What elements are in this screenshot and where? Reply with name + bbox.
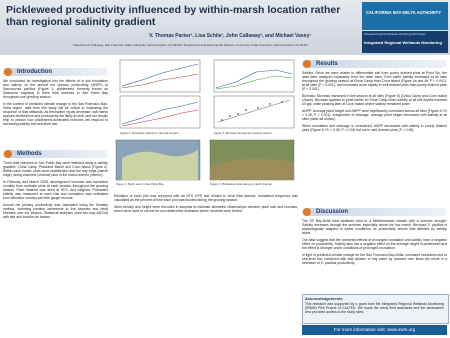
paragraph: In February and March 2005, aboveground … [3, 179, 108, 201]
paragraph: Elevation of each plot was surveyed with… [114, 194, 298, 203]
paragraph: We conducted an investigation into the e… [3, 79, 108, 100]
logo [362, 2, 448, 30]
paragraph: Annual net primary productivity was calc… [3, 202, 108, 220]
paragraph: In light of predicted climate change for… [302, 252, 447, 265]
paragraph: Stem density and height were recorded in… [114, 204, 298, 213]
logo-program: Integrated Regional Wetlands Monitoring [364, 40, 442, 45]
paragraph: The SF Bay-Delta tidal wetlands exist in… [302, 219, 447, 236]
paragraph: When inundation and drainage is consider… [302, 123, 447, 132]
logo-box [362, 31, 448, 53]
graph [213, 95, 295, 129]
section-heading: Methods [3, 150, 108, 158]
authors: V. Thomas Parker¹, Lisa Schile², John Ca… [149, 33, 311, 39]
paragraph: Biomass: Biomass increased in live seaso… [302, 93, 447, 107]
paragraph: In the context of predicted climate chan… [3, 101, 108, 127]
introduction-text: We conducted an investigation into the e… [3, 79, 108, 129]
acknowledgements-text: This research was supported by a grant f… [305, 302, 444, 315]
section-heading: Results [302, 60, 447, 68]
figure-caption: Figure 5. Biomass through the growing se… [214, 131, 272, 135]
section-heading: Introduction [3, 68, 108, 76]
figure-caption: Figure 2. Study sites in San Pablo Bay [116, 182, 164, 186]
footer[interactable]: For more information visit: www.irwm.org [302, 325, 447, 335]
paragraph: Three tidal marshes in San Pablo Bay wer… [3, 161, 108, 178]
figures [115, 59, 295, 181]
methods-continued: Elevation of each plot was surveyed with… [114, 194, 298, 215]
paragraph: Our data suggest that the combined effec… [302, 237, 447, 251]
results-text: Salinity: Since we were unable to differ… [302, 71, 447, 134]
acknowledgements-box [302, 294, 449, 324]
figure-caption: Figure 4. Porewater salinity by site and… [120, 131, 179, 135]
figure-caption: Figure 3. Pickleweed plots along a marsh… [210, 182, 272, 186]
section-heading: Discussion [302, 208, 447, 216]
logo-sub: Integrated Regional Wetlands Monitoring … [364, 33, 426, 36]
paragraph: ANPP: Average plant height and ANPP were… [302, 108, 447, 121]
title: Pickleweed productivity influenced by wi… [6, 4, 341, 28]
discussion-text: The SF Bay-Delta tidal wetlands exist in… [302, 219, 447, 267]
logo-org: CALIFORNIA BAY-DELTA AUTHORITY [366, 10, 442, 15]
photo-ground [210, 158, 294, 180]
paragraph: Salinity: Since we were unable to differ… [302, 71, 447, 92]
affiliations: ¹ Department of Biology, San Francisco S… [71, 43, 309, 47]
methods-text: Three tidal marshes in San Pablo Bay wer… [3, 161, 108, 222]
map-land [122, 150, 198, 180]
graph [119, 95, 201, 129]
acknowledgements-heading: Acknowledgements [305, 296, 343, 301]
graph [119, 59, 201, 93]
graph [213, 59, 295, 93]
